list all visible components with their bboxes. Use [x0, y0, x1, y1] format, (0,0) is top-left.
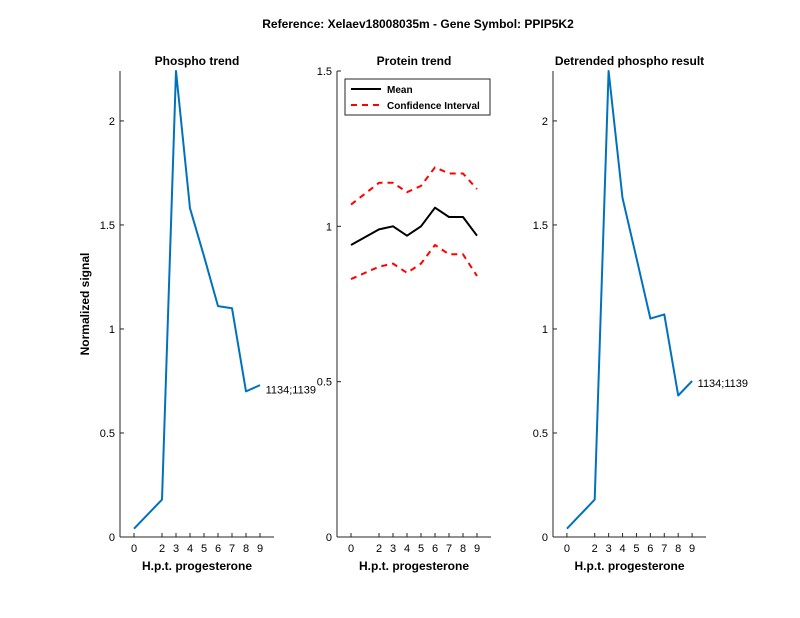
chart-1-series-1-line — [133, 70, 261, 530]
chart-2-x-tick-label: 0 — [348, 543, 354, 555]
chart-3-x-tick-label: 0 — [564, 543, 570, 555]
chart-1-y-tick-label: 0 — [109, 532, 115, 544]
chart-3-y-tick-label: 0.5 — [533, 428, 548, 440]
chart-3-x-tick-label: 8 — [675, 543, 681, 555]
chart-2-x-tick-label: 2 — [376, 543, 382, 555]
chart-1-x-tick-label: 7 — [229, 543, 235, 555]
chart-2-mean-line — [350, 206, 478, 246]
chart-3-y-tick-label: 2 — [542, 116, 548, 128]
chart-3-x-tick-label: 4 — [619, 543, 625, 555]
chart-1-x-tick-label: 3 — [173, 543, 179, 555]
chart-1-y-tick-label: 2 — [109, 116, 115, 128]
chart-2-axes: 0 0.5 1 1.5 0 2 3 4 5 6 7 8 9 Protein trend H.p.t. pro… — [317, 54, 491, 573]
chart-1-y-tick-label: 1.5 — [100, 220, 115, 232]
chart-1-y-axis-label: Normalized signal — [78, 253, 92, 356]
chart-3-x-axis-label: H.p.t. progesterone — [574, 559, 684, 573]
chart-2-y-tick-label: 0 — [326, 532, 332, 544]
chart-1-y-tick-label: 1 — [109, 324, 115, 336]
chart-1-title: Phospho trend — [155, 54, 240, 68]
chart-1-x-tick-label: 9 — [257, 543, 263, 555]
chart-1-x-tick-label: 4 — [187, 543, 193, 555]
chart-2-legend-label-mean: Mean — [387, 85, 413, 96]
chart-2-x-axis-label: H.p.t. progesterone — [359, 559, 469, 573]
chart-3-x-tick-label: 6 — [647, 543, 653, 555]
chart-2-x-tick-label: 7 — [446, 543, 452, 555]
chart-3-y-tick-label: 1.5 — [533, 220, 548, 232]
chart-3-x-tick-label: 5 — [633, 543, 639, 555]
chart-2-x-tick-label: 9 — [474, 543, 480, 555]
chart-3-x-tick-label: 3 — [606, 543, 612, 555]
chart-2-series-3-line — [350, 244, 478, 281]
chart-2-legend-label-confidence-interval: Confidence Interval — [387, 101, 480, 112]
chart-1-annotation: 1134;1139 — [266, 384, 316, 396]
chart-1-x-tick-label: 6 — [215, 543, 221, 555]
chart-3-title: Detrended phospho result — [555, 54, 704, 68]
chart-3-series-1-line — [566, 70, 693, 530]
chart-2-x-tick-label: 5 — [418, 543, 424, 555]
chart-2-x-tick-label: 3 — [390, 543, 396, 555]
chart-3-x-tick-label: 7 — [661, 543, 667, 555]
chart-3-y-tick-label: 0 — [542, 532, 548, 544]
chart-2-y-tick-label: 0.5 — [317, 377, 332, 389]
chart-2-y-tick-label: 1.5 — [317, 66, 332, 78]
chart-3-annotation: 1134;1139 — [698, 378, 748, 390]
chart-3-x-tick-label: 9 — [689, 543, 695, 555]
chart-1-x-tick-label: 8 — [243, 543, 249, 555]
chart-1-x-tick-label: 5 — [201, 543, 207, 555]
figure-suptitle: Reference: Xelaev18008035m - Gene Symbol… — [262, 17, 574, 31]
chart-2-y-tick-label: 1 — [326, 221, 332, 233]
chart-2-x-tick-label: 6 — [432, 543, 438, 555]
chart-2-x-tick-label: 4 — [404, 543, 410, 555]
chart-3-y-tick-label: 1 — [542, 324, 548, 336]
chart-2-title: Protein trend — [377, 54, 452, 68]
chart-1-x-tick-label: 0 — [131, 543, 137, 555]
chart-3-x-tick-label: 2 — [592, 543, 598, 555]
chart-1-x-tick-label: 2 — [159, 543, 165, 555]
chart-2-x-tick-label: 8 — [460, 543, 466, 555]
chart-2-legend: Mean Confidence Interval — [344, 78, 491, 116]
chart-2-legend-box — [344, 78, 491, 116]
chart-1-y-tick-label: 0.5 — [100, 428, 115, 440]
chart-1-x-axis-label: H.p.t. progesterone — [142, 559, 252, 573]
chart-2-confidence-interval-line — [350, 166, 478, 206]
